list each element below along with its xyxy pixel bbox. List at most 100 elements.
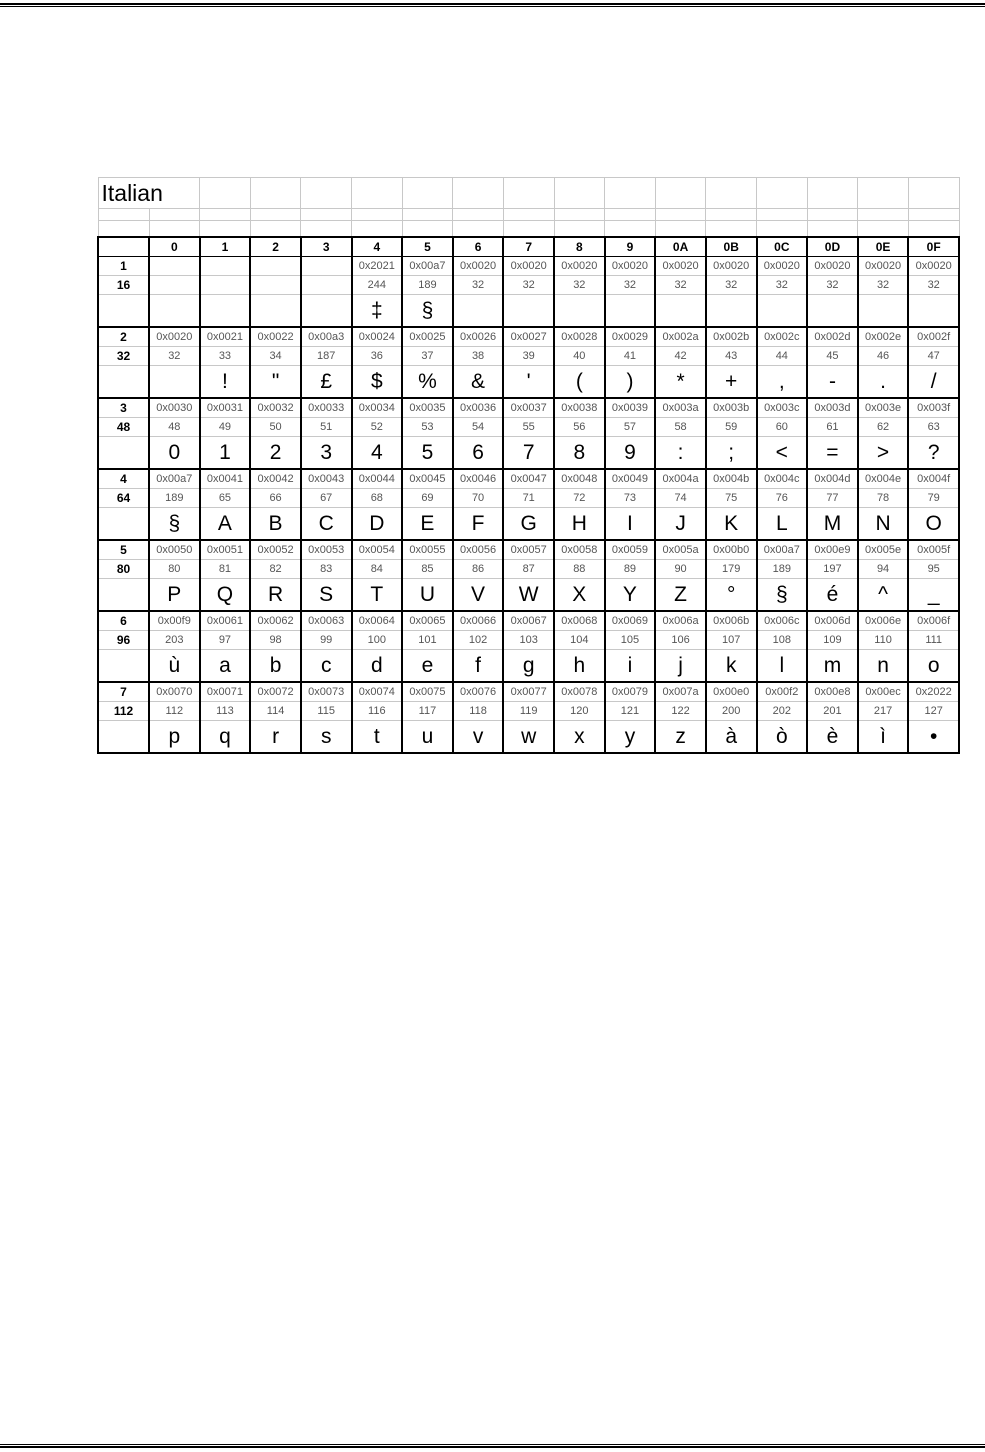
unicode-hex: 0x00a7 — [401, 256, 454, 276]
footer-rule — [0, 1444, 985, 1448]
unicode-hex: 0x0062 — [249, 610, 302, 631]
unicode-hex: 0x0020 — [806, 256, 859, 276]
glyph: t — [350, 720, 404, 754]
decimal-code: 47 — [907, 346, 960, 366]
unicode-hex: 0x0020 — [603, 256, 657, 276]
decimal-code: 112 — [148, 701, 201, 721]
unicode-hex: 0x0079 — [603, 681, 657, 702]
glyph: £ — [299, 365, 353, 399]
decimal-code: 71 — [502, 488, 555, 508]
glyph: d — [350, 649, 404, 683]
decimal-code: 78 — [856, 488, 910, 508]
glyph — [299, 294, 353, 328]
decimal-code: 203 — [148, 630, 201, 650]
row-label: 6 — [97, 610, 150, 631]
empty-cell — [604, 208, 656, 221]
unicode-hex: 0x00e8 — [806, 681, 859, 702]
glyph: F — [451, 507, 505, 541]
unicode-hex: 0x0065 — [401, 610, 454, 631]
glyph: ^ — [856, 578, 910, 612]
glyph-row: 0 1 2 3 4 5 6 7 8 9:; < = >? — [97, 436, 960, 470]
unicode-hex: 0x006b — [704, 610, 758, 631]
glyph: _ — [907, 578, 960, 612]
unicode-hex: 0x00f9 — [148, 610, 201, 631]
column-header: 6 — [451, 236, 505, 257]
column-header: 0F — [907, 236, 960, 257]
decimal-code — [299, 275, 353, 295]
glyph: J — [654, 507, 707, 541]
decimal-code: 106 — [654, 630, 707, 650]
unicode-hex: 0x0057 — [502, 539, 555, 560]
empty-cell — [553, 177, 606, 209]
glyph: j — [654, 649, 707, 683]
empty-cell — [351, 220, 403, 238]
row-label: 1 — [97, 256, 150, 276]
column-header: 0D — [806, 236, 859, 257]
empty-cell — [401, 208, 454, 221]
unicode-hex: 0x006e — [856, 610, 910, 631]
unicode-hex: 0x0077 — [502, 681, 555, 702]
glyph: W — [502, 578, 555, 612]
glyph: L — [755, 507, 809, 541]
glyph — [654, 294, 707, 328]
empty-cell — [857, 208, 909, 221]
decimal-code: 88 — [553, 559, 606, 579]
unicode-hex: 0x0025 — [401, 326, 454, 347]
glyph: ! — [198, 365, 252, 399]
unicode-hex: 0x003e — [856, 397, 910, 418]
unicode-hex: 0x004f — [907, 468, 960, 489]
unicode-hex: 0x0053 — [299, 539, 353, 560]
decimal-code: 75 — [704, 488, 758, 508]
decimal-code: 76 — [755, 488, 809, 508]
glyph: E — [401, 507, 454, 541]
glyph: N — [856, 507, 910, 541]
glyph — [148, 365, 201, 399]
decimal-code: 189 — [148, 488, 201, 508]
decimal-code: 83 — [299, 559, 353, 579]
unicode-hex: 0x00f2 — [755, 681, 809, 702]
glyph — [603, 294, 657, 328]
unicode-hex: 0x0058 — [553, 539, 606, 560]
empty-cell — [351, 208, 403, 221]
empty-cell — [249, 220, 302, 238]
glyph: D — [350, 507, 404, 541]
glyph: < — [755, 436, 809, 470]
empty-cell — [502, 208, 555, 221]
unicode-hex: 0x0044 — [350, 468, 404, 489]
empty-cell — [401, 220, 454, 238]
unicode-hex: 0x0020 — [148, 326, 201, 347]
glyph: H — [553, 507, 606, 541]
decimal-code: 49 — [198, 417, 252, 437]
glyph: h — [553, 649, 606, 683]
glyph: 6 — [451, 436, 505, 470]
decimal-code: 102 — [451, 630, 505, 650]
unicode-hex: 0x006d — [806, 610, 859, 631]
unicode-hex: 0x0033 — [299, 397, 353, 418]
decimal-code: 99 — [299, 630, 353, 650]
empty-cell — [553, 208, 606, 221]
glyph: g — [502, 649, 555, 683]
unicode-hex: 0x002e — [856, 326, 910, 347]
unicode-hex: 0x002c — [755, 326, 809, 347]
unicode-hex: 0x0068 — [553, 610, 606, 631]
empty-cell — [249, 208, 302, 221]
decimal-code: 43 — [704, 346, 758, 366]
empty-cell — [502, 220, 555, 238]
decimal-code: 85 — [401, 559, 454, 579]
glyph — [198, 294, 252, 328]
unicode-hex: 0x0035 — [401, 397, 454, 418]
empty-cell — [300, 177, 352, 209]
glyph — [806, 294, 859, 328]
unicode-hex: 0x0076 — [451, 681, 505, 702]
row-label-empty — [97, 294, 150, 328]
corner-cell — [97, 236, 150, 257]
italian-charset-table: Italian 0 1 2 3 4 5 6 7 8 9 0A 0B 0C 0D 0E 0F 1 0x2021 0x00… — [97, 177, 960, 754]
unicode-hex — [198, 256, 252, 276]
unicode-hex: 0x00a7 — [148, 468, 201, 489]
decimal-code: 197 — [806, 559, 859, 579]
decimal-code: 108 — [755, 630, 809, 650]
empty-cell — [452, 177, 504, 209]
glyph: k — [704, 649, 758, 683]
unicode-hex: 0x0066 — [451, 610, 505, 631]
unicode-hex: 0x005f — [907, 539, 960, 560]
